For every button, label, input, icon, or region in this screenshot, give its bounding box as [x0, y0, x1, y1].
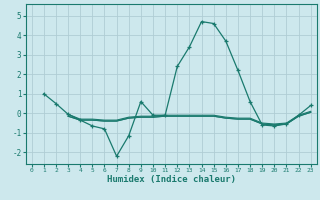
X-axis label: Humidex (Indice chaleur): Humidex (Indice chaleur) [107, 175, 236, 184]
